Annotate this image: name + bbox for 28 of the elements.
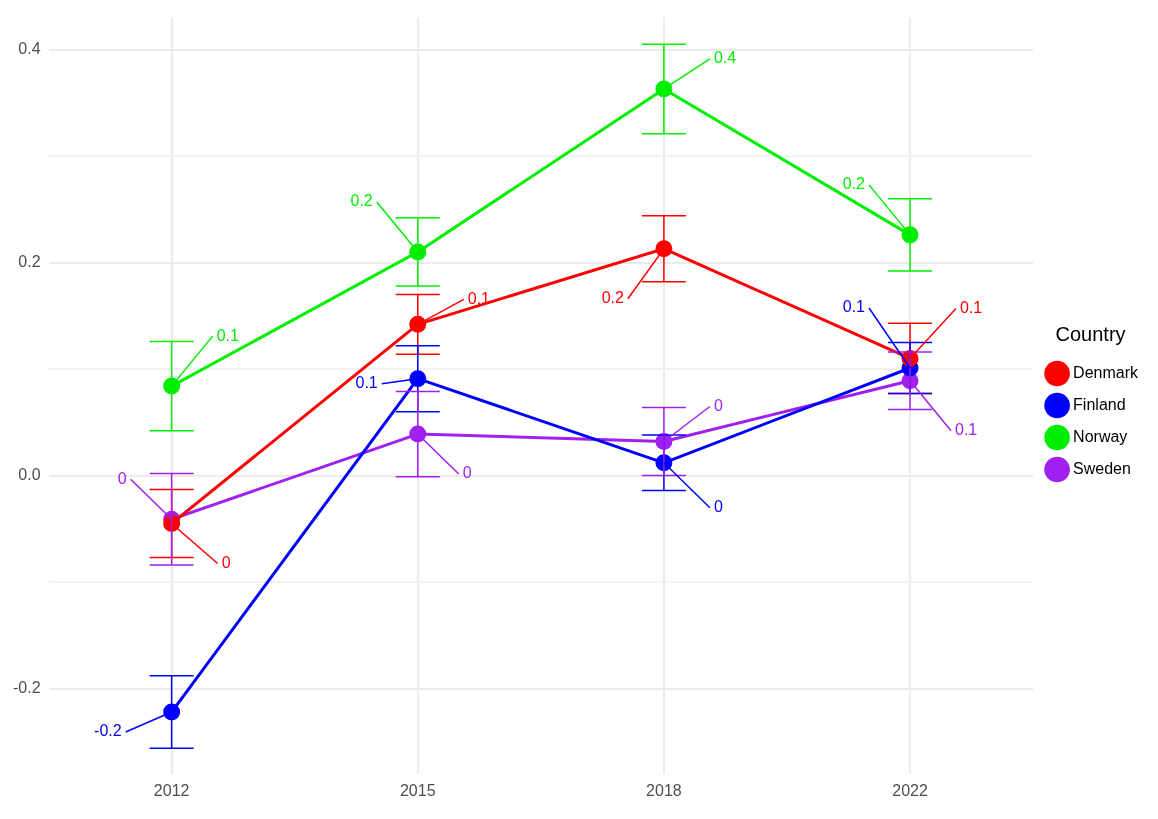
x-tick-label: 2015 [399, 781, 436, 799]
y-tick-label: -0.2 [12, 679, 41, 696]
data-label: 0.2 [350, 192, 373, 210]
data-label: 0 [713, 396, 723, 414]
legend-label: Denmark [1073, 363, 1139, 381]
data-label: 0 [713, 498, 723, 516]
data-label: 0.1 [355, 374, 378, 392]
data-label: 0.1 [960, 298, 983, 316]
data-label: 0 [117, 469, 127, 487]
data-label: 0.1 [216, 326, 239, 344]
data-label: 0.4 [713, 49, 737, 67]
y-tick-label: 0.0 [18, 465, 41, 483]
legend-label: Norway [1073, 427, 1128, 445]
y-tick-label: 0.2 [18, 252, 41, 270]
legend-label: Finland [1073, 395, 1126, 413]
legend-label: Sweden [1073, 459, 1131, 477]
legend-title: Country [1055, 323, 1126, 346]
x-tick-label: 2022 [892, 781, 928, 799]
data-label: 0 [462, 464, 472, 482]
data-label: 0.1 [842, 298, 866, 316]
data-label: 0.2 [842, 175, 866, 193]
data-label: 0 [221, 553, 231, 571]
data-label: 0.2 [601, 289, 624, 307]
x-tick-label: 2012 [153, 781, 190, 799]
x-tick-label: 2018 [646, 781, 682, 799]
data-label: 0.1 [955, 421, 978, 439]
y-tick-label: 0.4 [18, 39, 41, 57]
data-label: -0.2 [94, 722, 122, 740]
